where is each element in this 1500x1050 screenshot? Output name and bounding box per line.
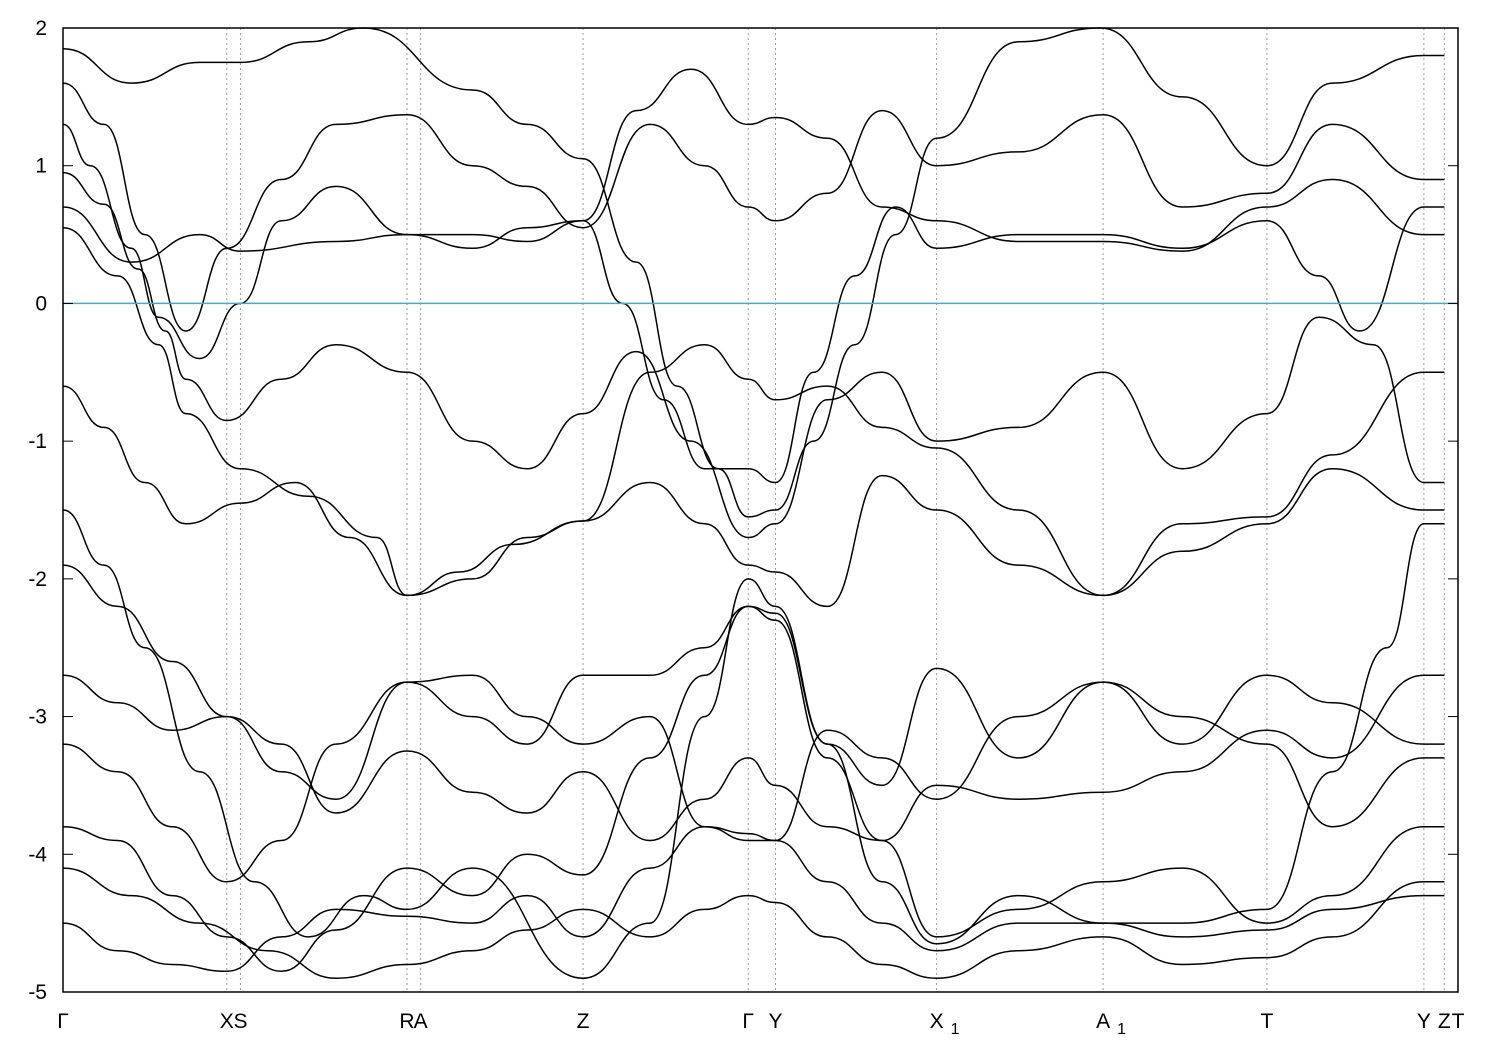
kpoint-label-subscript: 1 xyxy=(1117,1021,1126,1038)
plot-frame xyxy=(62,27,1459,993)
y-tick-label: 0 xyxy=(35,292,47,315)
band-line xyxy=(62,226,1445,608)
y-axis-ticks: 2 1 0 -1 -2 -3 -4 -5 xyxy=(28,17,1458,1004)
kpoint-label: R xyxy=(399,1010,414,1033)
band-line xyxy=(62,343,1445,597)
band-line xyxy=(62,605,1445,973)
kpoint-label: S xyxy=(233,1010,247,1033)
kpoint-label: Z xyxy=(1438,1010,1451,1033)
y-tick-label: 1 xyxy=(35,155,47,178)
band-line xyxy=(62,27,1445,518)
y-tick-label: -5 xyxy=(28,981,47,1004)
kpoint-label: Γ xyxy=(742,1010,754,1033)
kpoint-label: Γ xyxy=(57,1010,69,1033)
band-lines xyxy=(62,27,1445,979)
y-tick-label: -1 xyxy=(28,430,47,453)
band-line xyxy=(62,171,1445,539)
kpoint-label: X xyxy=(220,1010,234,1033)
kpoint-label: Y xyxy=(769,1010,783,1033)
y-tick-label: -3 xyxy=(28,706,47,729)
band-line xyxy=(62,82,1445,332)
band-line xyxy=(62,123,1445,484)
band-line xyxy=(62,674,1445,883)
band-line xyxy=(62,674,1445,842)
kpoint-label: X xyxy=(930,1010,944,1033)
kpoint-label: A xyxy=(1096,1010,1110,1033)
y-tick-label: -4 xyxy=(28,843,47,866)
band-line xyxy=(62,509,1445,979)
kpoint-label: A xyxy=(414,1010,428,1033)
kpoint-label: T xyxy=(1260,1010,1273,1033)
kpoint-label-subscript: 1 xyxy=(951,1021,960,1038)
band-line xyxy=(62,867,1445,979)
band-line xyxy=(62,825,1445,973)
kpoint-label: T xyxy=(1452,1010,1465,1033)
y-tick-label: 2 xyxy=(35,17,47,40)
band-line xyxy=(62,68,1445,263)
kpoint-label: Z xyxy=(577,1010,590,1033)
kpoint-label: Y xyxy=(1417,1010,1431,1033)
y-tick-label: -2 xyxy=(28,568,47,591)
